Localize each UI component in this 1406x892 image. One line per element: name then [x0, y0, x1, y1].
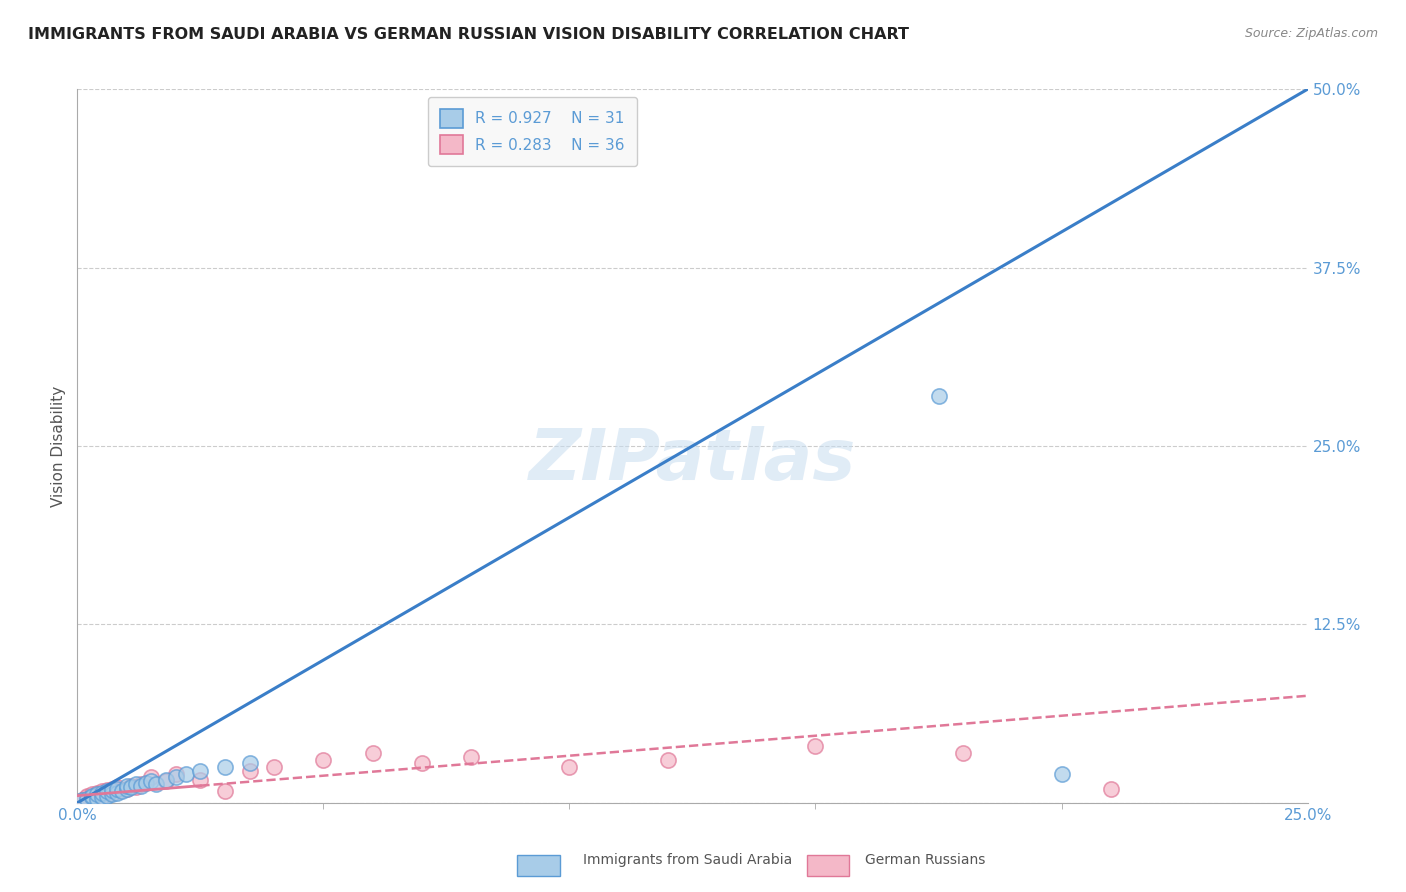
Point — [155, 774, 177, 789]
Point — [188, 764, 212, 779]
Text: German Russians: German Russians — [865, 853, 986, 867]
Point — [86, 791, 108, 805]
Point — [101, 786, 124, 800]
Point — [312, 753, 335, 767]
Point — [76, 790, 98, 805]
Point — [105, 780, 128, 794]
Point — [1099, 781, 1122, 796]
Point — [928, 389, 950, 403]
Point — [96, 787, 118, 801]
Point — [460, 750, 482, 764]
Point — [155, 772, 177, 787]
Point — [90, 784, 114, 798]
Point — [76, 791, 98, 805]
Y-axis label: Vision Disability: Vision Disability — [51, 385, 66, 507]
Point — [115, 779, 138, 793]
Point — [239, 756, 262, 770]
Point — [121, 779, 143, 793]
Point — [105, 781, 128, 796]
Point — [115, 781, 138, 796]
Point — [141, 770, 163, 784]
Point — [76, 789, 98, 803]
Point — [86, 787, 108, 801]
Point — [361, 746, 384, 760]
Point — [125, 780, 148, 794]
Point — [239, 764, 262, 779]
Point — [141, 774, 163, 789]
Point — [86, 790, 108, 805]
Point — [165, 770, 187, 784]
Point — [188, 772, 212, 787]
Text: Immigrants from Saudi Arabia: Immigrants from Saudi Arabia — [583, 853, 793, 867]
Point — [101, 783, 124, 797]
Point — [86, 786, 108, 800]
Point — [804, 739, 827, 753]
Point — [125, 777, 148, 791]
Point — [82, 790, 104, 805]
Point — [558, 760, 581, 774]
Point — [82, 787, 104, 801]
Point — [82, 789, 104, 803]
Point — [111, 784, 132, 798]
Point — [90, 786, 114, 800]
Point — [96, 783, 118, 797]
Point — [90, 790, 114, 805]
Point — [70, 793, 93, 807]
Point — [174, 767, 197, 781]
Point — [1050, 767, 1073, 781]
Text: ZIPatlas: ZIPatlas — [529, 425, 856, 495]
Point — [96, 784, 118, 798]
Point — [70, 793, 93, 807]
Point — [165, 767, 187, 781]
Point — [101, 787, 124, 801]
Text: IMMIGRANTS FROM SAUDI ARABIA VS GERMAN RUSSIAN VISION DISABILITY CORRELATION CHA: IMMIGRANTS FROM SAUDI ARABIA VS GERMAN R… — [28, 27, 910, 42]
Point — [105, 784, 128, 798]
Point — [145, 777, 167, 791]
Point — [129, 779, 153, 793]
Point — [82, 791, 104, 805]
Point — [657, 753, 679, 767]
Point — [115, 781, 138, 796]
Point — [96, 789, 118, 803]
Point — [263, 760, 285, 774]
Point — [105, 786, 128, 800]
Point — [111, 783, 132, 797]
Point — [90, 789, 114, 803]
Point — [214, 760, 236, 774]
Point — [121, 780, 143, 794]
Point — [101, 781, 124, 796]
Point — [952, 746, 974, 760]
Text: Source: ZipAtlas.com: Source: ZipAtlas.com — [1244, 27, 1378, 40]
Point — [129, 777, 153, 791]
Legend: R = 0.927    N = 31, R = 0.283    N = 36: R = 0.927 N = 31, R = 0.283 N = 36 — [427, 97, 637, 166]
Point — [135, 776, 157, 790]
Point — [214, 784, 236, 798]
Point — [411, 756, 433, 770]
